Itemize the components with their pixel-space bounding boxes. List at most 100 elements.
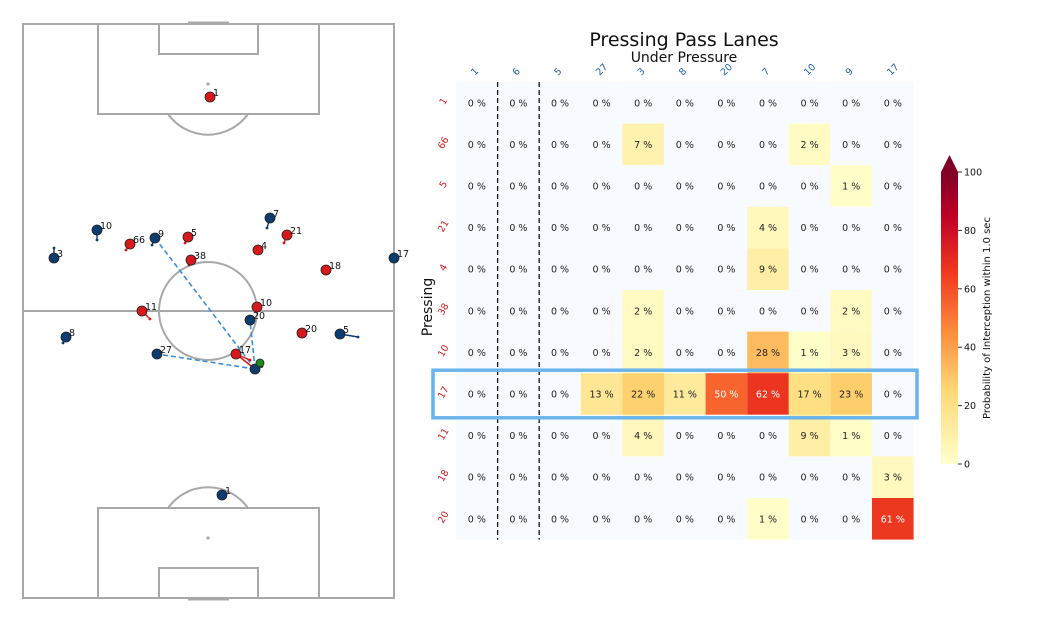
- heatmap-cell: [747, 82, 789, 124]
- heatmap-cell: [539, 373, 581, 415]
- y-axis-label: Pressing: [420, 278, 436, 337]
- cell-value-label: 2 %: [842, 306, 860, 317]
- heatmap: Pressing Pass Lanes Under Pressure Press…: [420, 29, 919, 540]
- heatmap-cell: [580, 290, 623, 332]
- heatmap-cell: [664, 498, 706, 540]
- cell-value-label: 0 %: [676, 98, 694, 109]
- player-marker: 4: [252, 241, 267, 256]
- cell-value-label: 0 %: [551, 431, 569, 442]
- heatmap-cell: [872, 498, 914, 540]
- heatmap-cell: [747, 373, 789, 415]
- cell-value-label: 0 %: [509, 265, 527, 276]
- cell-value-label: 0 %: [801, 182, 819, 193]
- heatmap-cell: [872, 290, 914, 332]
- cell-value-label: 0 %: [551, 514, 569, 525]
- heatmap-cell: [788, 498, 831, 540]
- cell-value-label: 0 %: [717, 473, 735, 484]
- cell-value-label: 0 %: [509, 98, 527, 109]
- player-marker: 27: [151, 345, 172, 360]
- player-number: 21: [290, 226, 302, 237]
- colorbar-label: Probability of Interception within 1.0 s…: [982, 217, 993, 419]
- heatmap-cell: [705, 82, 748, 124]
- player-marker: 38: [185, 251, 206, 267]
- cell-value-label: 0 %: [801, 265, 819, 276]
- player-dot: [149, 232, 161, 244]
- cell-value-label: 2 %: [634, 348, 652, 359]
- heatmap-cell: [830, 414, 872, 457]
- heatmap-cell: [497, 456, 540, 498]
- cell-value-label: 61 %: [881, 514, 905, 525]
- player-dot: [320, 264, 332, 276]
- cell-value-label: 0 %: [551, 390, 569, 401]
- x-tick-label: 5: [552, 66, 564, 78]
- cell-value-label: 1 %: [801, 348, 819, 359]
- player-marker: 10: [91, 221, 112, 242]
- player-number: 9: [158, 229, 164, 240]
- player-marker: 17: [388, 249, 409, 264]
- cell-value-label: 0 %: [509, 140, 527, 151]
- colorbar-tick-label: 0: [964, 460, 970, 471]
- cell-value-label: 0 %: [717, 140, 735, 151]
- cell-value-label: 50 %: [714, 390, 738, 401]
- heatmap-cell: [539, 290, 581, 332]
- player-marker: 11: [136, 302, 157, 321]
- cell-value-label: 0 %: [717, 348, 735, 359]
- cell-value-label: 0 %: [634, 223, 652, 234]
- colorbar-tick-label: 80: [964, 226, 976, 237]
- heatmap-cell: [788, 456, 831, 498]
- cell-value-label: 0 %: [593, 431, 611, 442]
- heatmap-cell: [497, 248, 540, 290]
- player-dot: [334, 328, 346, 340]
- cell-value-label: 0 %: [676, 348, 694, 359]
- cell-value-label: 0 %: [468, 265, 486, 276]
- cell-value-label: 0 %: [676, 140, 694, 151]
- heatmap-cell: [580, 456, 623, 498]
- colorbar: 0 20 40 60 80 100 Probability of Interception…: [941, 155, 993, 471]
- heatmap-cell: [497, 414, 540, 457]
- y-tick-label: 17: [436, 385, 452, 401]
- player-dot: [204, 91, 216, 103]
- cell-value-label: 0 %: [884, 348, 902, 359]
- heatmap-cell: [872, 206, 914, 249]
- x-tick-label: 6: [511, 66, 523, 78]
- heatmap-cell: [539, 456, 581, 498]
- x-tick-label: 8: [677, 66, 689, 78]
- player-number: 3: [57, 249, 63, 260]
- player-velocity-tip: [148, 317, 152, 321]
- player-number: 10: [100, 221, 112, 232]
- y-tick-label: 5: [438, 179, 451, 190]
- heatmap-cell: [830, 248, 872, 290]
- cell-value-label: 0 %: [842, 98, 860, 109]
- cell-value-label: 0 %: [551, 473, 569, 484]
- cell-value-label: 0 %: [884, 390, 902, 401]
- cell-value-label: 0 %: [717, 431, 735, 442]
- heatmap-cell: [497, 82, 540, 124]
- player-marker: 17: [230, 345, 252, 362]
- cell-value-label: 0 %: [593, 182, 611, 193]
- player-dot: [251, 301, 263, 313]
- player-number: 1: [225, 486, 231, 497]
- heatmap-cell: [788, 373, 831, 415]
- heatmap-cell: [580, 82, 623, 124]
- heatmap-cell: [664, 82, 706, 124]
- heatmap-cell: [705, 456, 748, 498]
- player-velocity-tip: [282, 241, 286, 245]
- y-tick-label: 18: [436, 468, 452, 484]
- heatmap-cell: [830, 206, 872, 249]
- cell-value-label: 7 %: [634, 140, 652, 151]
- cell-value-label: 0 %: [801, 514, 819, 525]
- cell-value-label: 2 %: [634, 306, 652, 317]
- heatmap-cell: [456, 123, 498, 166]
- cell-value-label: 0 %: [759, 98, 777, 109]
- heatmap-cell: [497, 290, 540, 332]
- players: 1665384211811102017109731720852761: [48, 88, 409, 501]
- heatmap-cell: [664, 331, 706, 374]
- cell-value-label: 0 %: [509, 182, 527, 193]
- cell-value-label: 0 %: [551, 98, 569, 109]
- player-number: 38: [194, 251, 206, 262]
- player-dot: [252, 244, 264, 256]
- pass-lane-line: [156, 353, 256, 370]
- cell-value-label: 0 %: [759, 431, 777, 442]
- cell-value-label: 17 %: [798, 390, 822, 401]
- heatmap-cell: [705, 123, 748, 166]
